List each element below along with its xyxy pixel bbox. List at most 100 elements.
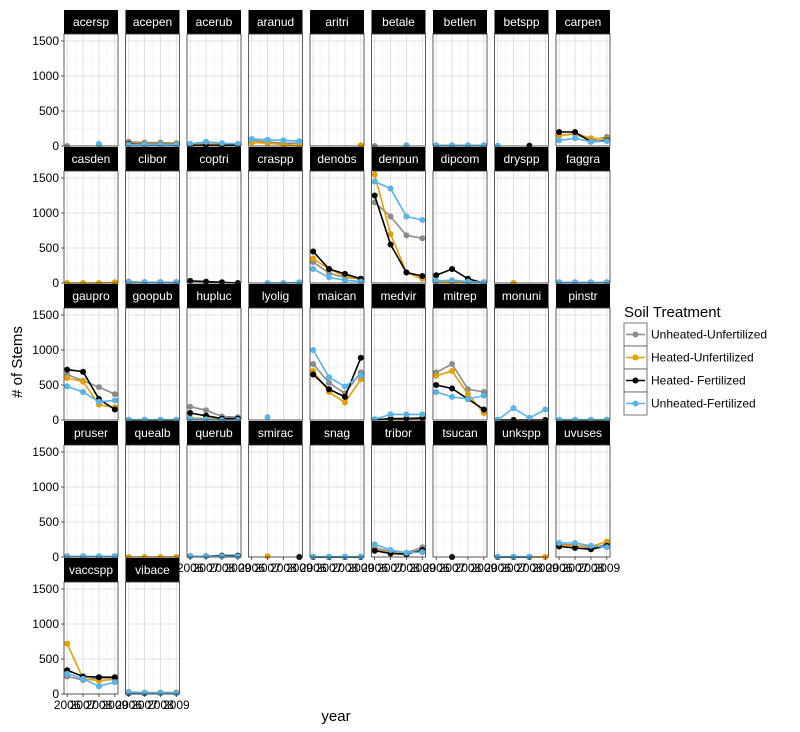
panel-betspp: betspp	[494, 10, 549, 149]
data-point	[464, 278, 471, 285]
data-point	[234, 553, 241, 560]
data-point	[449, 266, 456, 272]
data-point	[80, 675, 87, 682]
series-line	[128, 691, 177, 695]
series-Unheated-Fertilized	[64, 670, 118, 690]
data-point	[203, 416, 210, 423]
data-point	[296, 279, 303, 286]
data-point	[218, 140, 225, 147]
data-point	[371, 416, 378, 423]
y-axis-title: # of Stems	[9, 326, 26, 398]
data-point	[371, 547, 378, 554]
data-point	[64, 553, 71, 560]
series-line	[312, 357, 362, 398]
data-point	[111, 279, 118, 286]
data-point	[603, 538, 610, 545]
panel-strip	[494, 10, 549, 34]
series-Unheated-Fertilized	[64, 383, 118, 405]
panel-grid	[310, 445, 364, 558]
y-tick-label: 1500	[32, 171, 59, 185]
panel-strip	[494, 421, 549, 445]
data-point	[587, 279, 594, 286]
x-tick-label: 2009	[347, 561, 374, 575]
panel-title: craspp	[257, 152, 293, 166]
data-point	[310, 255, 317, 262]
panel-uvuses: uvuses	[555, 421, 611, 558]
panel-strip	[310, 284, 364, 308]
data-point	[264, 136, 271, 143]
data-point	[173, 279, 180, 286]
data-point	[141, 141, 148, 148]
data-point	[264, 553, 271, 560]
data-point	[64, 366, 71, 373]
panel-grid	[248, 171, 303, 284]
data-point	[587, 542, 594, 549]
panel-border	[432, 307, 488, 421]
panel-medvir: medvir	[371, 284, 426, 423]
panel-strip	[371, 10, 426, 34]
series-line	[312, 250, 362, 280]
data-point	[419, 411, 426, 418]
panel-strip	[556, 421, 610, 445]
series-line	[66, 643, 115, 682]
data-point	[341, 277, 348, 284]
panel-quealb: quealb	[125, 421, 180, 560]
panel-carpen: carpen	[555, 10, 611, 147]
panel-title: denpun	[378, 152, 418, 166]
series-line	[312, 268, 361, 283]
data-point	[480, 392, 487, 399]
data-point	[603, 138, 610, 145]
panel-grid	[310, 34, 364, 147]
panel-strip	[125, 10, 180, 34]
panel-strip	[125, 421, 180, 445]
data-point	[464, 142, 471, 149]
panel-craspp: craspp	[248, 147, 303, 286]
data-point	[111, 406, 118, 413]
panel-border	[309, 170, 365, 284]
series-Unheated-Fertilized	[556, 540, 610, 551]
panel-grid	[556, 445, 610, 558]
x-tick-label: 2008	[332, 561, 359, 575]
series-Unheated-Fertilized	[64, 553, 118, 560]
data-point	[449, 368, 456, 374]
panel-tribor: tribor	[371, 421, 426, 558]
series-Heated- Fertilized	[310, 354, 364, 400]
x-tick-label: 2009	[286, 561, 313, 575]
data-point	[187, 403, 194, 410]
panel-border	[371, 170, 426, 284]
panel-grid	[433, 445, 487, 558]
series-Heated-Unfertilized	[264, 553, 271, 560]
panel-title: uvuses	[564, 426, 602, 440]
data-point	[95, 140, 102, 147]
x-tick-label: 2009	[101, 698, 128, 712]
panel-strip	[310, 421, 364, 445]
legend-key-point	[632, 354, 639, 361]
x-tick-label: 2007	[131, 698, 158, 712]
panel-title: unkspp	[502, 426, 541, 440]
data-point	[341, 399, 348, 406]
panel-border	[248, 307, 303, 421]
y-tick-label: 1000	[32, 206, 59, 220]
legend-label: Heated-Unfertilized	[651, 351, 754, 365]
series-Unheated-Fertilized	[556, 135, 610, 145]
data-point	[403, 411, 410, 418]
panel-title: hupluc	[196, 289, 231, 303]
panel-title: medvir	[380, 289, 416, 303]
panel-strip	[187, 147, 241, 171]
panel-border	[555, 307, 611, 421]
panel-strip	[433, 10, 487, 34]
panel-title: coptri	[199, 152, 228, 166]
panel-acepen: acepen	[125, 10, 180, 148]
panel-grid	[371, 445, 426, 558]
panel-title: acepen	[133, 15, 172, 29]
panel-title: denobs	[317, 152, 356, 166]
panel-grid	[125, 34, 180, 147]
x-tick-label: 2006	[238, 561, 265, 575]
y-tick-label: 1000	[32, 69, 59, 83]
data-point	[357, 376, 364, 383]
data-point	[310, 248, 317, 255]
panel-title: quealb	[134, 426, 170, 440]
panel-border	[125, 33, 180, 147]
x-tick-label: 2009	[593, 561, 620, 575]
